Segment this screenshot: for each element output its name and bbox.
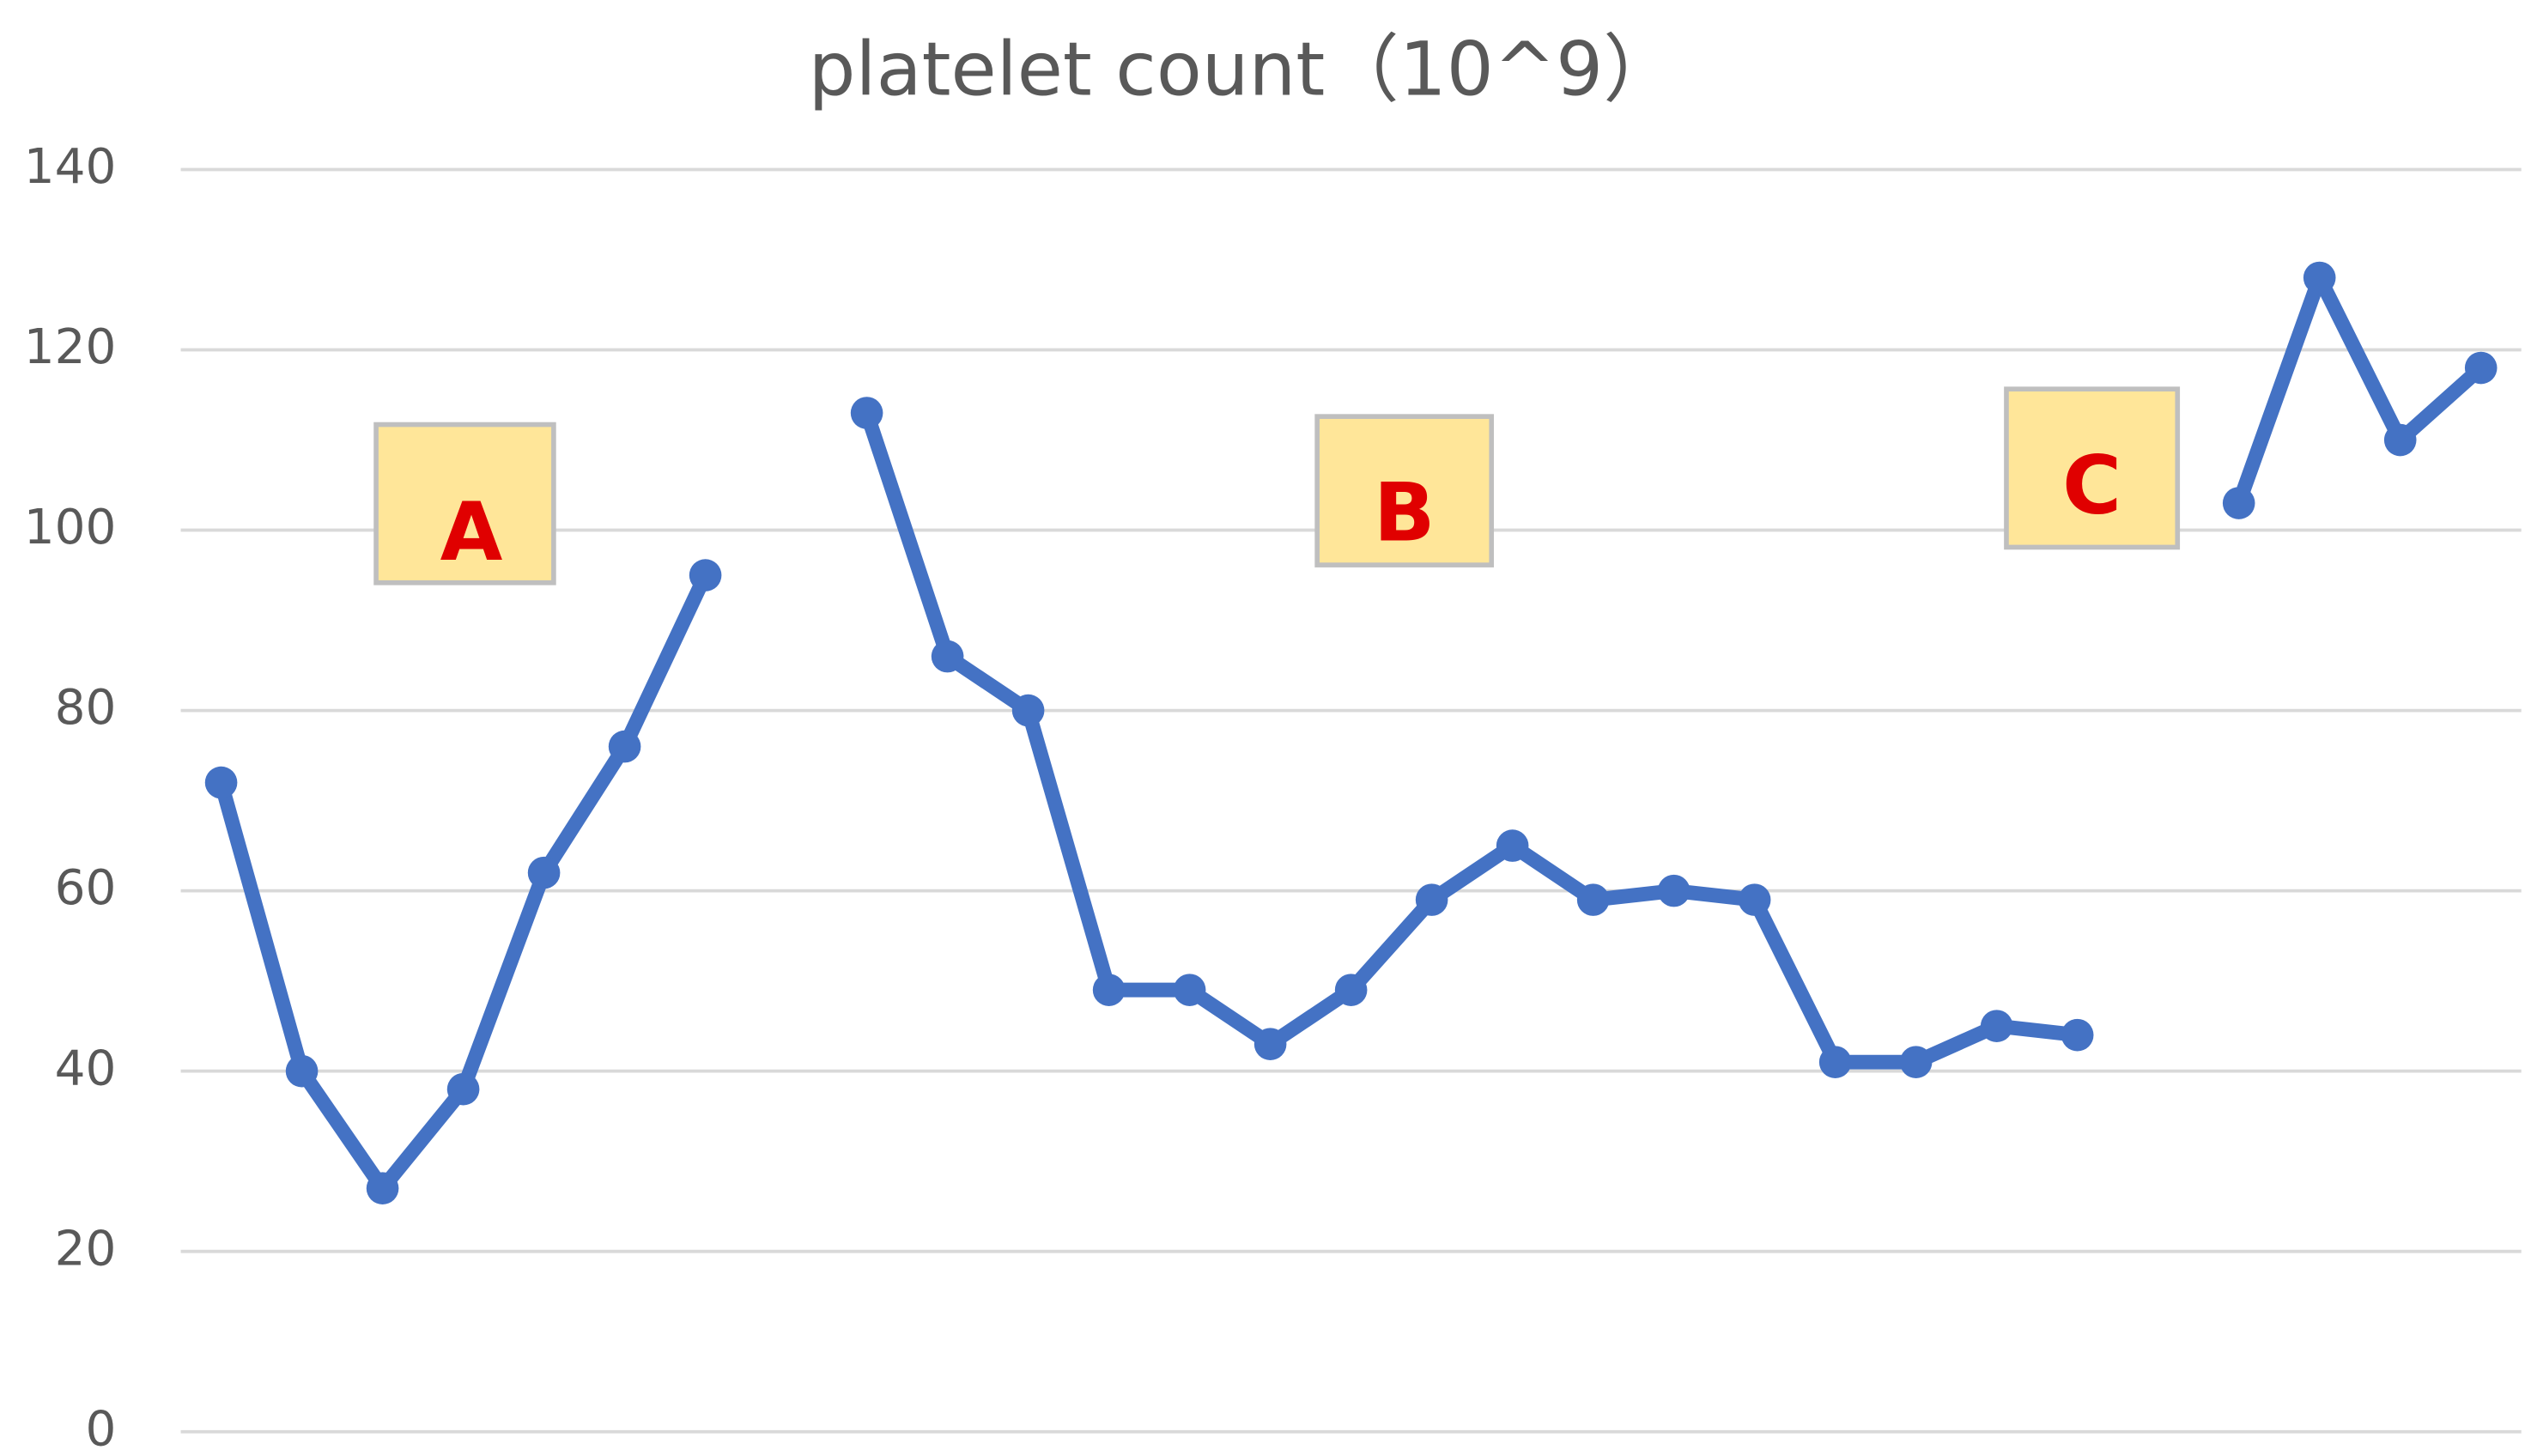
- data-point: [527, 856, 561, 889]
- annotation-label: C: [2062, 440, 2121, 533]
- annotation-box: [2004, 386, 2181, 550]
- data-point: [1415, 883, 1448, 916]
- data-point: [1011, 694, 1045, 727]
- y-tick-label: 140: [24, 139, 117, 195]
- data-point: [2383, 423, 2417, 457]
- data-point: [2303, 261, 2336, 294]
- data-point: [1576, 883, 1610, 916]
- data-point: [1899, 1046, 1933, 1078]
- annotation-label: A: [440, 486, 503, 579]
- y-tick-label: 40: [55, 1040, 117, 1096]
- annotation-label: B: [1374, 466, 1435, 560]
- data-point: [2222, 487, 2255, 519]
- data-point: [1253, 1028, 1287, 1060]
- data-point: [1496, 829, 1529, 862]
- data-point: [1980, 1010, 2013, 1042]
- annotation-box: [373, 422, 556, 585]
- data-point: [1092, 974, 1126, 1006]
- data-point: [285, 1054, 319, 1088]
- data-point: [1334, 974, 1368, 1006]
- y-tick-label: 60: [55, 860, 117, 916]
- y-tick-label: 120: [24, 319, 117, 375]
- data-point: [1657, 874, 1690, 907]
- data-point: [204, 766, 238, 799]
- data-point: [1738, 883, 1771, 916]
- y-tick-label: 20: [55, 1221, 117, 1277]
- data-point: [608, 730, 641, 763]
- data-point: [850, 397, 883, 429]
- annotation-box: [1314, 414, 1495, 567]
- data-point: [446, 1072, 480, 1106]
- data-point: [1173, 974, 1206, 1006]
- data-point: [366, 1172, 399, 1204]
- y-tick-label: 100: [24, 500, 117, 555]
- data-point: [1818, 1046, 1852, 1078]
- data-point: [689, 559, 722, 592]
- data-point: [931, 640, 964, 673]
- y-tick-label: 0: [85, 1401, 116, 1456]
- data-point: [2061, 1018, 2094, 1052]
- data-point: [2464, 351, 2498, 385]
- y-tick-label: 80: [55, 680, 117, 736]
- chart-title: platelet count（10^9）: [809, 27, 1678, 112]
